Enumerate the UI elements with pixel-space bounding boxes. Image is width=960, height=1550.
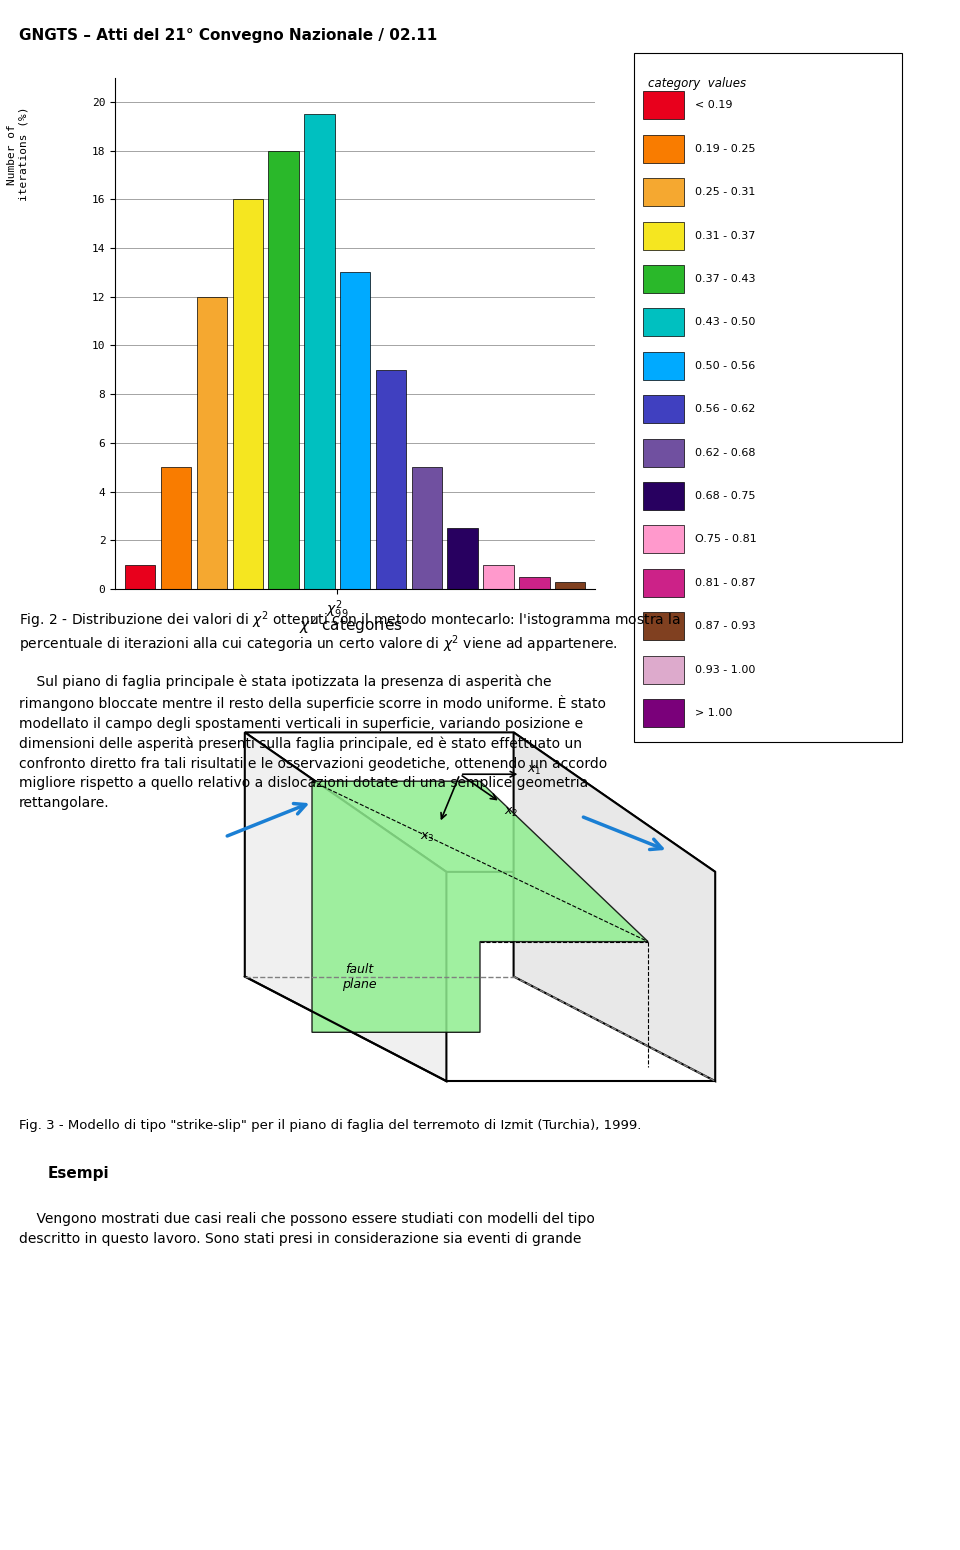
Text: Sul piano di faglia principale è stata ipotizzata la presenza di asperità che
ri: Sul piano di faglia principale è stata i… xyxy=(19,674,608,809)
Text: $x_3$: $x_3$ xyxy=(420,831,434,843)
Text: > 1.00: > 1.00 xyxy=(695,708,732,718)
Bar xyxy=(555,581,586,589)
Bar xyxy=(519,577,549,589)
Text: 0.56 - 0.62: 0.56 - 0.62 xyxy=(695,405,756,414)
Text: 0.93 - 1.00: 0.93 - 1.00 xyxy=(695,665,756,674)
Bar xyxy=(125,564,156,589)
Bar xyxy=(483,564,514,589)
Bar xyxy=(340,273,371,589)
Text: GNGTS – Atti del 21° Convegno Nazionale / 02.11: GNGTS – Atti del 21° Convegno Nazionale … xyxy=(19,28,438,43)
Bar xyxy=(304,115,335,589)
Bar xyxy=(232,200,263,589)
Text: Vengono mostrati due casi reali che possono essere studiati con modelli del tipo: Vengono mostrati due casi reali che poss… xyxy=(19,1212,595,1246)
Text: 0.62 - 0.68: 0.62 - 0.68 xyxy=(695,448,756,457)
Text: 0.50 - 0.56: 0.50 - 0.56 xyxy=(695,361,756,370)
Text: 0.31 - 0.37: 0.31 - 0.37 xyxy=(695,231,756,240)
Text: $x_1$: $x_1$ xyxy=(527,764,541,777)
Text: $x_2$: $x_2$ xyxy=(503,806,517,818)
Polygon shape xyxy=(245,733,446,1082)
Text: 0.25 - 0.31: 0.25 - 0.31 xyxy=(695,188,756,197)
Text: 0.43 - 0.50: 0.43 - 0.50 xyxy=(695,318,756,327)
Text: Fig. 3 - Modello di tipo "strike-slip" per il piano di faglia del terremoto di I: Fig. 3 - Modello di tipo "strike-slip" p… xyxy=(19,1119,641,1132)
Bar xyxy=(375,370,406,589)
Bar xyxy=(447,529,478,589)
Polygon shape xyxy=(312,781,648,1032)
Text: 0.81 - 0.87: 0.81 - 0.87 xyxy=(695,578,756,587)
Text: category  values: category values xyxy=(648,78,746,90)
Text: 0.68 - 0.75: 0.68 - 0.75 xyxy=(695,491,756,501)
Bar xyxy=(412,467,442,589)
Text: 0.87 - 0.93: 0.87 - 0.93 xyxy=(695,622,756,631)
Text: < 0.19: < 0.19 xyxy=(695,101,732,110)
Y-axis label: Number of
iterations (%): Number of iterations (%) xyxy=(7,107,29,202)
Text: 0.37 - 0.43: 0.37 - 0.43 xyxy=(695,274,756,284)
Text: O.75 - 0.81: O.75 - 0.81 xyxy=(695,535,756,544)
Bar xyxy=(197,296,228,589)
Text: 0.19 - 0.25: 0.19 - 0.25 xyxy=(695,144,756,153)
Polygon shape xyxy=(245,733,715,871)
Bar xyxy=(161,467,191,589)
Text: fault
plane: fault plane xyxy=(342,963,376,990)
Text: $\chi^2$ categories: $\chi^2$ categories xyxy=(299,614,402,636)
Bar xyxy=(269,150,299,589)
Polygon shape xyxy=(514,733,715,1082)
Text: Fig. 2 - Distribuzione dei valori di $\chi^2$ ottenuti con il metodo montecarlo:: Fig. 2 - Distribuzione dei valori di $\c… xyxy=(19,609,681,656)
Text: Esempi: Esempi xyxy=(48,1166,109,1181)
